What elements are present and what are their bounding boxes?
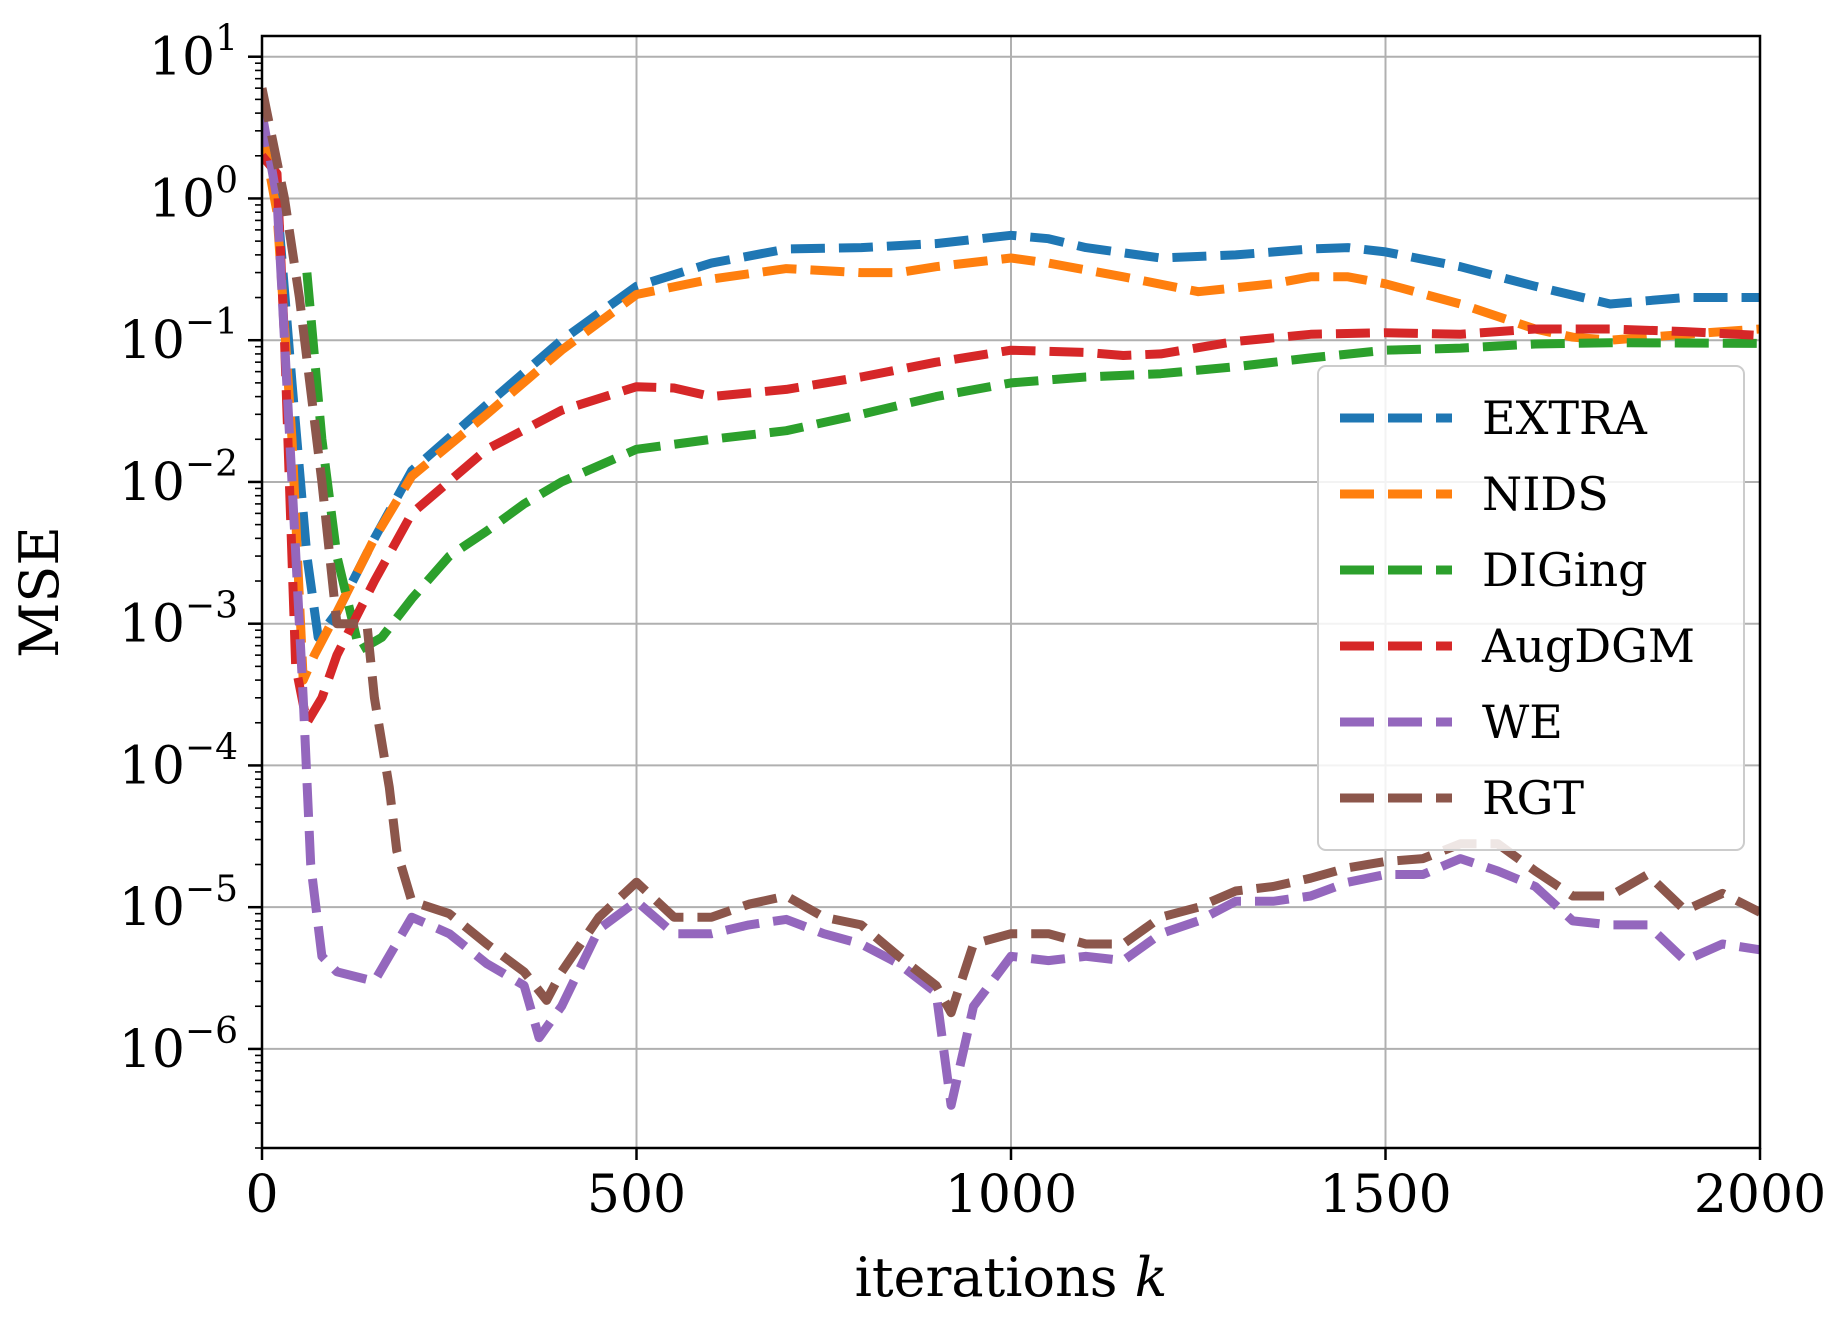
series-we-line (262, 112, 1760, 1110)
y-tick-label: 10−4 (119, 727, 238, 796)
x-tick-label: 1500 (1319, 1165, 1451, 1225)
legend-label-extra: EXTRA (1482, 391, 1648, 445)
x-axis-label-text: iterations (855, 1246, 1118, 1309)
tick-labels: 0 500 1000 1500 2000 101 100 10−1 10−2 10−3 10−4 10… (119, 19, 1826, 1225)
series-extra-line (262, 129, 1760, 642)
y-tick-label: 101 (149, 19, 238, 88)
series-augdgm-line (262, 152, 1760, 728)
y-tick-label: 10−6 (119, 1011, 238, 1080)
legend-label-rgt: RGT (1482, 771, 1584, 825)
legend-label-diging: DIGing (1482, 543, 1648, 597)
x-axis-label: iterations k (855, 1246, 1168, 1309)
x-tick-label: 1000 (945, 1165, 1077, 1225)
y-tick-label: 100 (149, 160, 238, 229)
x-tick-label: 2000 (1694, 1165, 1826, 1225)
x-tick-label: 0 (245, 1165, 278, 1225)
x-axis-label-var: k (1135, 1246, 1168, 1309)
y-tick-label: 10−2 (119, 444, 238, 513)
legend-label-we: WE (1482, 695, 1563, 749)
legend-label-nids: NIDS (1482, 467, 1609, 521)
legend-label-augdgm: AugDGM (1481, 619, 1695, 673)
series-layer (262, 87, 1760, 1110)
legend-box (1317, 365, 1745, 851)
y-tick-label: 10−3 (119, 586, 238, 655)
x-tick-label: 500 (587, 1165, 686, 1225)
y-tick-label: 10−5 (119, 869, 238, 938)
series-diging-line (302, 272, 1760, 655)
legend: EXTRA NIDS DIGing AugDGM WE RGT (1317, 365, 1745, 851)
y-tick-label: 10−1 (119, 302, 238, 371)
ticks (248, 55, 1762, 1160)
y-axis-label: MSE (8, 526, 71, 658)
